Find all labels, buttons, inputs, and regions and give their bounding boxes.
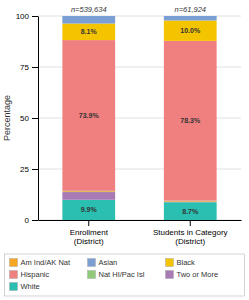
y-tick-label: 75 (20, 63, 29, 72)
bar-segment (164, 201, 217, 203)
legend-label: White (21, 282, 40, 291)
bar-segment (62, 16, 115, 24)
legend-label: Black (177, 258, 196, 267)
annotation: n=539,634 (71, 5, 107, 14)
legend-label: Two or More (177, 270, 219, 279)
x-tick-mark (190, 220, 191, 226)
legend-item: Black (166, 258, 196, 267)
bars (62, 16, 216, 220)
x-tick: Students in Category(District) (153, 220, 228, 246)
y-tick-label: 0 (25, 216, 30, 225)
y-tick: 75 (20, 63, 38, 72)
legend-swatch (10, 259, 18, 267)
y-tick-mark (32, 67, 38, 68)
data-labels: 9.9% 8.7% 73.9% 78.3% 8.1% 10.0% (79, 27, 201, 214)
bar-segment (164, 202, 217, 220)
y-axis: 0 25 50 75 100 (16, 12, 39, 225)
annotation: n=61,924 (175, 5, 207, 14)
bar-segment (164, 20, 217, 40)
legend-frame (5, 254, 245, 296)
legend-swatch (166, 259, 174, 267)
x-axis: Enrollment(District) Students in Category… (39, 220, 242, 246)
y-tick-label: 25 (20, 165, 29, 174)
y-tick-label: 50 (20, 114, 29, 123)
y-tick-mark (32, 220, 38, 221)
y-axis-line (38, 17, 39, 221)
data-label: 9.9% (81, 206, 98, 213)
annotations: n=539,634 n=61,924 (71, 5, 206, 14)
x-tick-label: Enrollment(District) (70, 228, 109, 246)
legend-swatch (166, 271, 174, 279)
y-tick: 25 (20, 165, 38, 174)
y-tick-mark (32, 118, 38, 119)
bar-segment (62, 200, 115, 220)
y-tick-mark (32, 16, 38, 17)
x-tick-mark (88, 220, 89, 226)
bar-segment (62, 40, 115, 191)
y-tick: 50 (20, 114, 38, 123)
data-label: 78.3% (180, 117, 201, 124)
legend-swatch (10, 283, 18, 291)
grid (38, 16, 241, 220)
y-axis-title: Percentage (2, 95, 12, 141)
legend-label: Asian (99, 258, 118, 267)
legend-label: Hispanic (21, 270, 50, 279)
series (62, 16, 216, 24)
series (62, 40, 216, 201)
legend-swatch (10, 271, 18, 279)
x-tick-label: Students in Category(District) (153, 228, 228, 246)
legend-item: Am Ind/AK Nat (10, 258, 72, 267)
legend-label: Am Ind/AK Nat (21, 258, 72, 267)
bar-segment (62, 192, 115, 200)
bar-segment (164, 16, 217, 20)
x-axis-line (39, 220, 242, 221)
legend-item: White (10, 282, 40, 291)
bar-segment (164, 201, 217, 203)
data-label: 8.7% (182, 208, 199, 215)
data-label: 8.1% (81, 28, 98, 35)
bar-segment (164, 41, 217, 201)
legend: Am Ind/AK Nat Asian Black Hispanic Nat HI/Pa… (5, 254, 245, 296)
legend-item: Nat HI/Pac Isl (88, 270, 145, 279)
legend-swatch (88, 271, 96, 279)
y-tick: 100 (16, 12, 38, 21)
bar-segment (62, 191, 115, 193)
legend-item: Asian (88, 258, 118, 267)
legend-label: Nat HI/Pac Isl (99, 270, 145, 279)
x-tick: Enrollment(District) (70, 220, 109, 246)
y-tick-mark (32, 169, 38, 170)
y-tick-label: 100 (16, 12, 30, 21)
data-label: 73.9% (79, 112, 100, 119)
legend-item: Hispanic (10, 270, 50, 279)
chart: 0 25 50 75 100 Enrollment(District) Students i… (0, 0, 249, 300)
legend-item: Two or More (166, 270, 219, 279)
data-label: 10.0% (180, 27, 201, 34)
y-tick: 0 (25, 216, 38, 225)
legend-swatch (88, 259, 96, 267)
series (62, 200, 216, 220)
bar-segment (62, 24, 115, 41)
